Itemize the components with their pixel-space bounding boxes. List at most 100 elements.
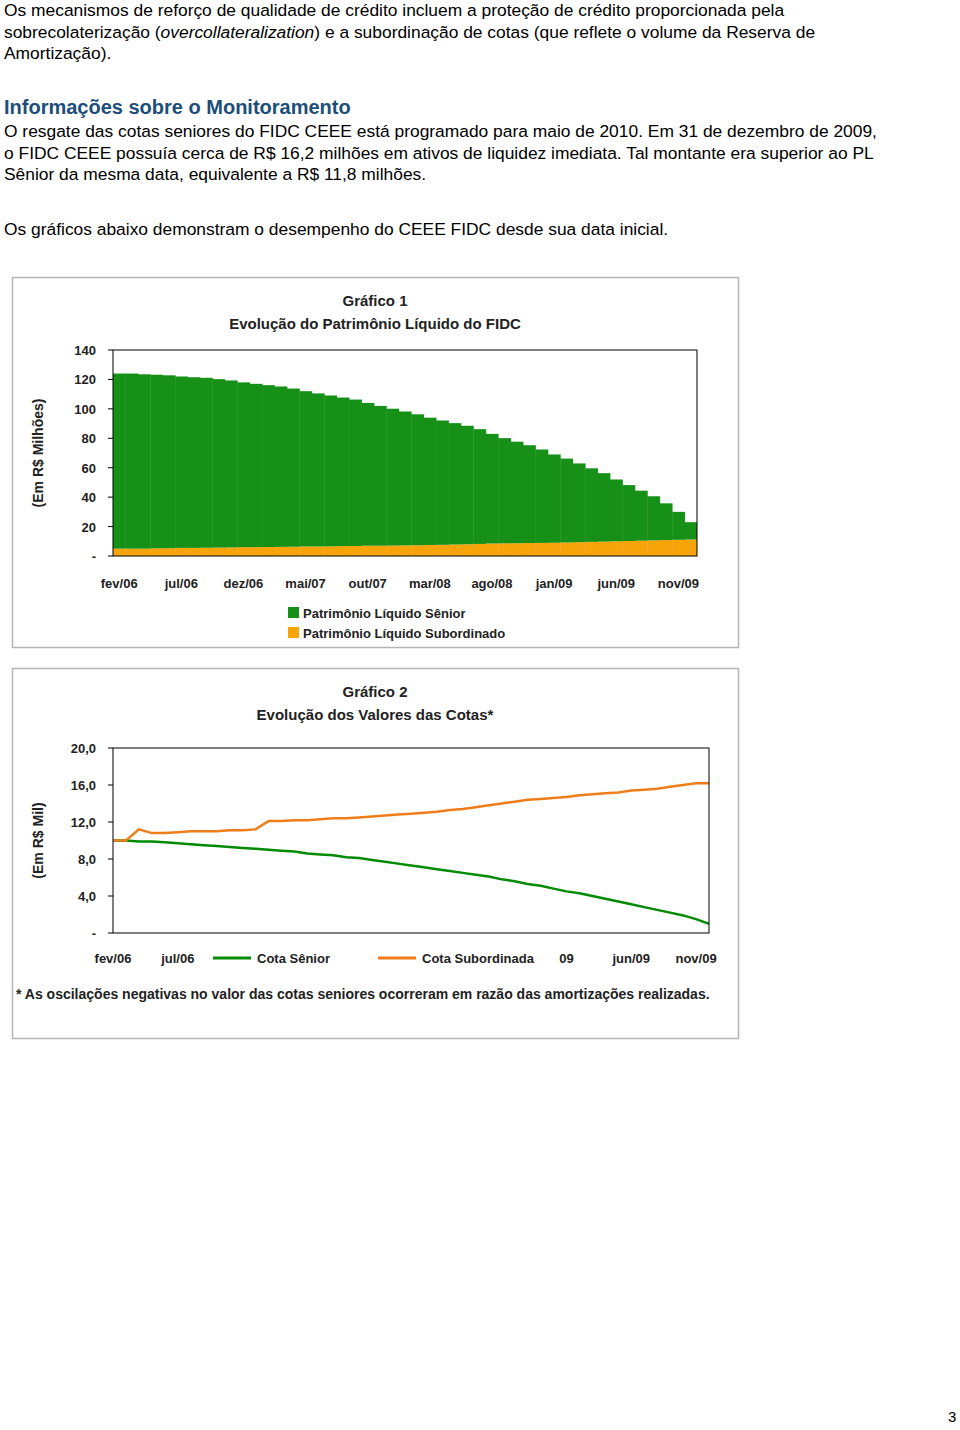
page-number: 3 (948, 1408, 956, 1425)
bar (188, 548, 201, 556)
bar (436, 420, 449, 544)
legend-swatch (378, 957, 416, 960)
y-tick (108, 556, 113, 557)
x-tick-label: 09 (559, 951, 573, 966)
x-tick-label: jan/09 (535, 576, 573, 591)
bar (598, 542, 611, 556)
bar (511, 442, 524, 544)
bar (337, 546, 350, 556)
legend-label: Patrimônio Líquido Sênior (303, 606, 466, 621)
chart-subtitle: Evolução dos Valores das Cotas* (257, 706, 494, 723)
y-tick (108, 497, 113, 498)
bar (374, 406, 387, 546)
y-axis-label: (Em R$ Milhões) (30, 399, 46, 508)
bar (585, 542, 598, 556)
bar (287, 547, 300, 556)
x-tick-label: mai/07 (285, 576, 325, 591)
bar (511, 543, 524, 556)
bar (299, 546, 312, 556)
bar (337, 398, 350, 547)
charts-intro: Os gráficos abaixo demonstram o desempen… (4, 219, 888, 241)
bar (411, 414, 424, 545)
bar (647, 496, 660, 540)
bar (548, 543, 561, 556)
legend-swatch (288, 607, 299, 618)
legend-label: Cota Subordinada (422, 951, 535, 966)
bar (399, 545, 412, 556)
bar (287, 389, 300, 547)
chart: Gráfico 1Evolução do Patrimônio Líquido … (13, 278, 739, 648)
y-tick (108, 748, 113, 749)
bar (436, 545, 449, 556)
bar (424, 418, 437, 545)
bar (125, 374, 138, 549)
bar (635, 491, 648, 541)
bar (573, 463, 586, 542)
bar (473, 429, 486, 544)
y-tick-label: 100 (74, 402, 96, 417)
bar (113, 549, 126, 556)
marks (113, 374, 697, 556)
bar (138, 374, 151, 548)
page: Os mecanismos de reforço de qualidade de… (0, 0, 960, 1430)
intro-italic: overcollateralization (161, 22, 315, 42)
y-tick-label: 4,0 (78, 889, 96, 904)
bar (685, 540, 697, 556)
charts: Gráfico 1Evolução do Patrimônio Líquido … (0, 0, 960, 1430)
chart-subtitle: Evolução do Patrimônio Líquido do FIDC (229, 315, 521, 332)
y-tick (108, 785, 113, 786)
bar (262, 547, 275, 556)
bar (374, 546, 387, 556)
bar (622, 485, 635, 541)
bar (498, 543, 511, 556)
y-tick-label: 60 (82, 461, 96, 476)
legend: Cota SêniorCota Subordinada (213, 951, 535, 966)
bar (150, 548, 163, 556)
x-tick-label: ago/08 (471, 576, 512, 591)
bar (548, 454, 561, 542)
bar (448, 545, 461, 556)
x-tick-label: nov/09 (675, 951, 716, 966)
bar (212, 379, 225, 547)
section-heading: Informações sobre o Monitoramento (4, 96, 351, 119)
bar (560, 459, 573, 543)
bar (349, 400, 362, 546)
bar (324, 546, 337, 556)
x-tick-label: dez/06 (224, 576, 264, 591)
bar (250, 547, 263, 556)
plot-frame (113, 350, 697, 556)
chart-title: Gráfico 2 (342, 683, 407, 700)
y-tick (108, 896, 113, 897)
y-tick (108, 822, 113, 823)
y-tick (108, 350, 113, 351)
bar (262, 385, 275, 547)
bar (150, 375, 163, 549)
bar (535, 543, 548, 556)
y-tick (108, 526, 113, 527)
y-tick (108, 859, 113, 860)
bar (486, 434, 499, 544)
bar (685, 522, 697, 539)
bar (523, 543, 536, 556)
marks (113, 783, 709, 924)
bar (672, 540, 685, 556)
bar (113, 374, 126, 549)
bar (672, 512, 685, 540)
bar (535, 449, 548, 542)
bar (523, 445, 536, 543)
bar (622, 541, 635, 556)
legend-label: Patrimônio Líquido Subordinado (303, 626, 505, 641)
x-tick-label: out/07 (349, 576, 387, 591)
bar (560, 542, 573, 556)
y-tick (108, 438, 113, 439)
x-tick-label: jul/06 (160, 951, 194, 966)
bar (585, 468, 598, 542)
y-tick-label: 16,0 (71, 778, 96, 793)
bar (647, 540, 660, 556)
y-tick-label: 40 (82, 490, 96, 505)
monitoring-paragraph: O resgate das cotas seniores do FIDC CEE… (4, 121, 888, 186)
plot-frame (113, 748, 709, 933)
bar (175, 376, 188, 547)
bar (163, 548, 176, 556)
y-tick-label: - (92, 549, 96, 564)
